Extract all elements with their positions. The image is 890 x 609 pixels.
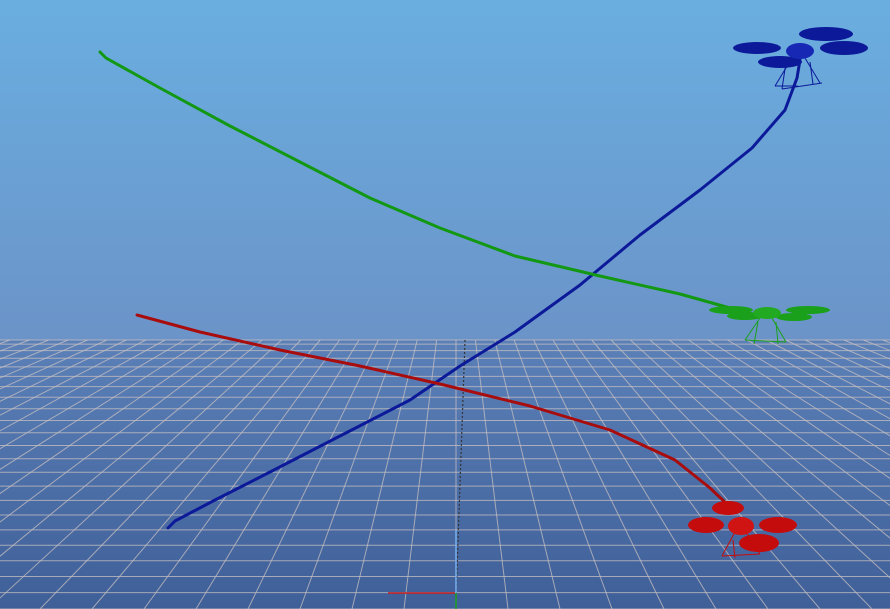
red-drone[interactable] xyxy=(688,501,797,559)
grid-line xyxy=(0,339,263,557)
grid-line xyxy=(552,339,717,609)
grid-line xyxy=(0,339,282,599)
grid-line xyxy=(247,339,379,609)
grid-line xyxy=(0,339,205,470)
grid-line xyxy=(707,339,890,457)
origin-vertical-line xyxy=(455,339,466,601)
red-drone-body xyxy=(728,517,754,535)
blue-drone-rotor xyxy=(758,56,802,68)
ground-plane xyxy=(0,340,890,609)
grid-line xyxy=(39,339,302,609)
red-drone-rotor xyxy=(739,534,779,552)
red-drone-rotor xyxy=(759,517,797,533)
grid-line xyxy=(494,339,561,609)
grid-line xyxy=(669,339,890,507)
grid-line xyxy=(649,339,890,539)
grid-line xyxy=(630,339,890,579)
red-drone-rotor xyxy=(688,517,724,533)
green-drone-rotor xyxy=(776,313,812,321)
grid-line xyxy=(0,339,146,416)
grid-line xyxy=(474,339,509,609)
grid-line xyxy=(0,339,185,450)
blue-drone-rotor xyxy=(820,41,868,55)
grid-line xyxy=(571,339,769,609)
grid-line xyxy=(0,339,224,495)
blue-drone[interactable] xyxy=(733,27,868,90)
grid-line xyxy=(299,339,399,609)
blue-drone-body xyxy=(786,43,814,59)
grid-line xyxy=(195,339,360,609)
grid-line xyxy=(591,339,821,609)
green-drone[interactable] xyxy=(709,306,830,345)
red-drone-rotor xyxy=(712,501,744,515)
grid-line xyxy=(610,339,873,609)
grid-line xyxy=(513,339,613,609)
grid-line xyxy=(91,339,321,609)
grid-line xyxy=(533,339,665,609)
grid-line xyxy=(143,339,341,609)
green-drone-rotor xyxy=(709,306,753,314)
grid-line xyxy=(766,339,890,405)
origin-axes xyxy=(388,530,457,609)
grid-line xyxy=(0,339,127,402)
blue-drone-trail xyxy=(166,58,802,530)
grid-line xyxy=(351,339,418,609)
green-drone-body xyxy=(753,307,781,319)
grid-line xyxy=(0,339,108,390)
green-drone-landing-gear xyxy=(744,317,787,345)
grid-line xyxy=(0,339,166,432)
grid-line xyxy=(746,339,890,420)
grid-line xyxy=(785,339,890,392)
blue-drone-rotor xyxy=(733,42,781,54)
green-drone-trail xyxy=(98,50,754,316)
red-drone-trail xyxy=(135,313,730,507)
green-drone-rotor xyxy=(786,306,830,314)
grid-line xyxy=(727,339,890,437)
blue-drone-landing-gear xyxy=(774,57,823,90)
blue-drone-rotor xyxy=(799,27,853,41)
grid-line xyxy=(688,339,890,479)
grid-line xyxy=(0,339,243,523)
sky-background xyxy=(0,0,890,342)
